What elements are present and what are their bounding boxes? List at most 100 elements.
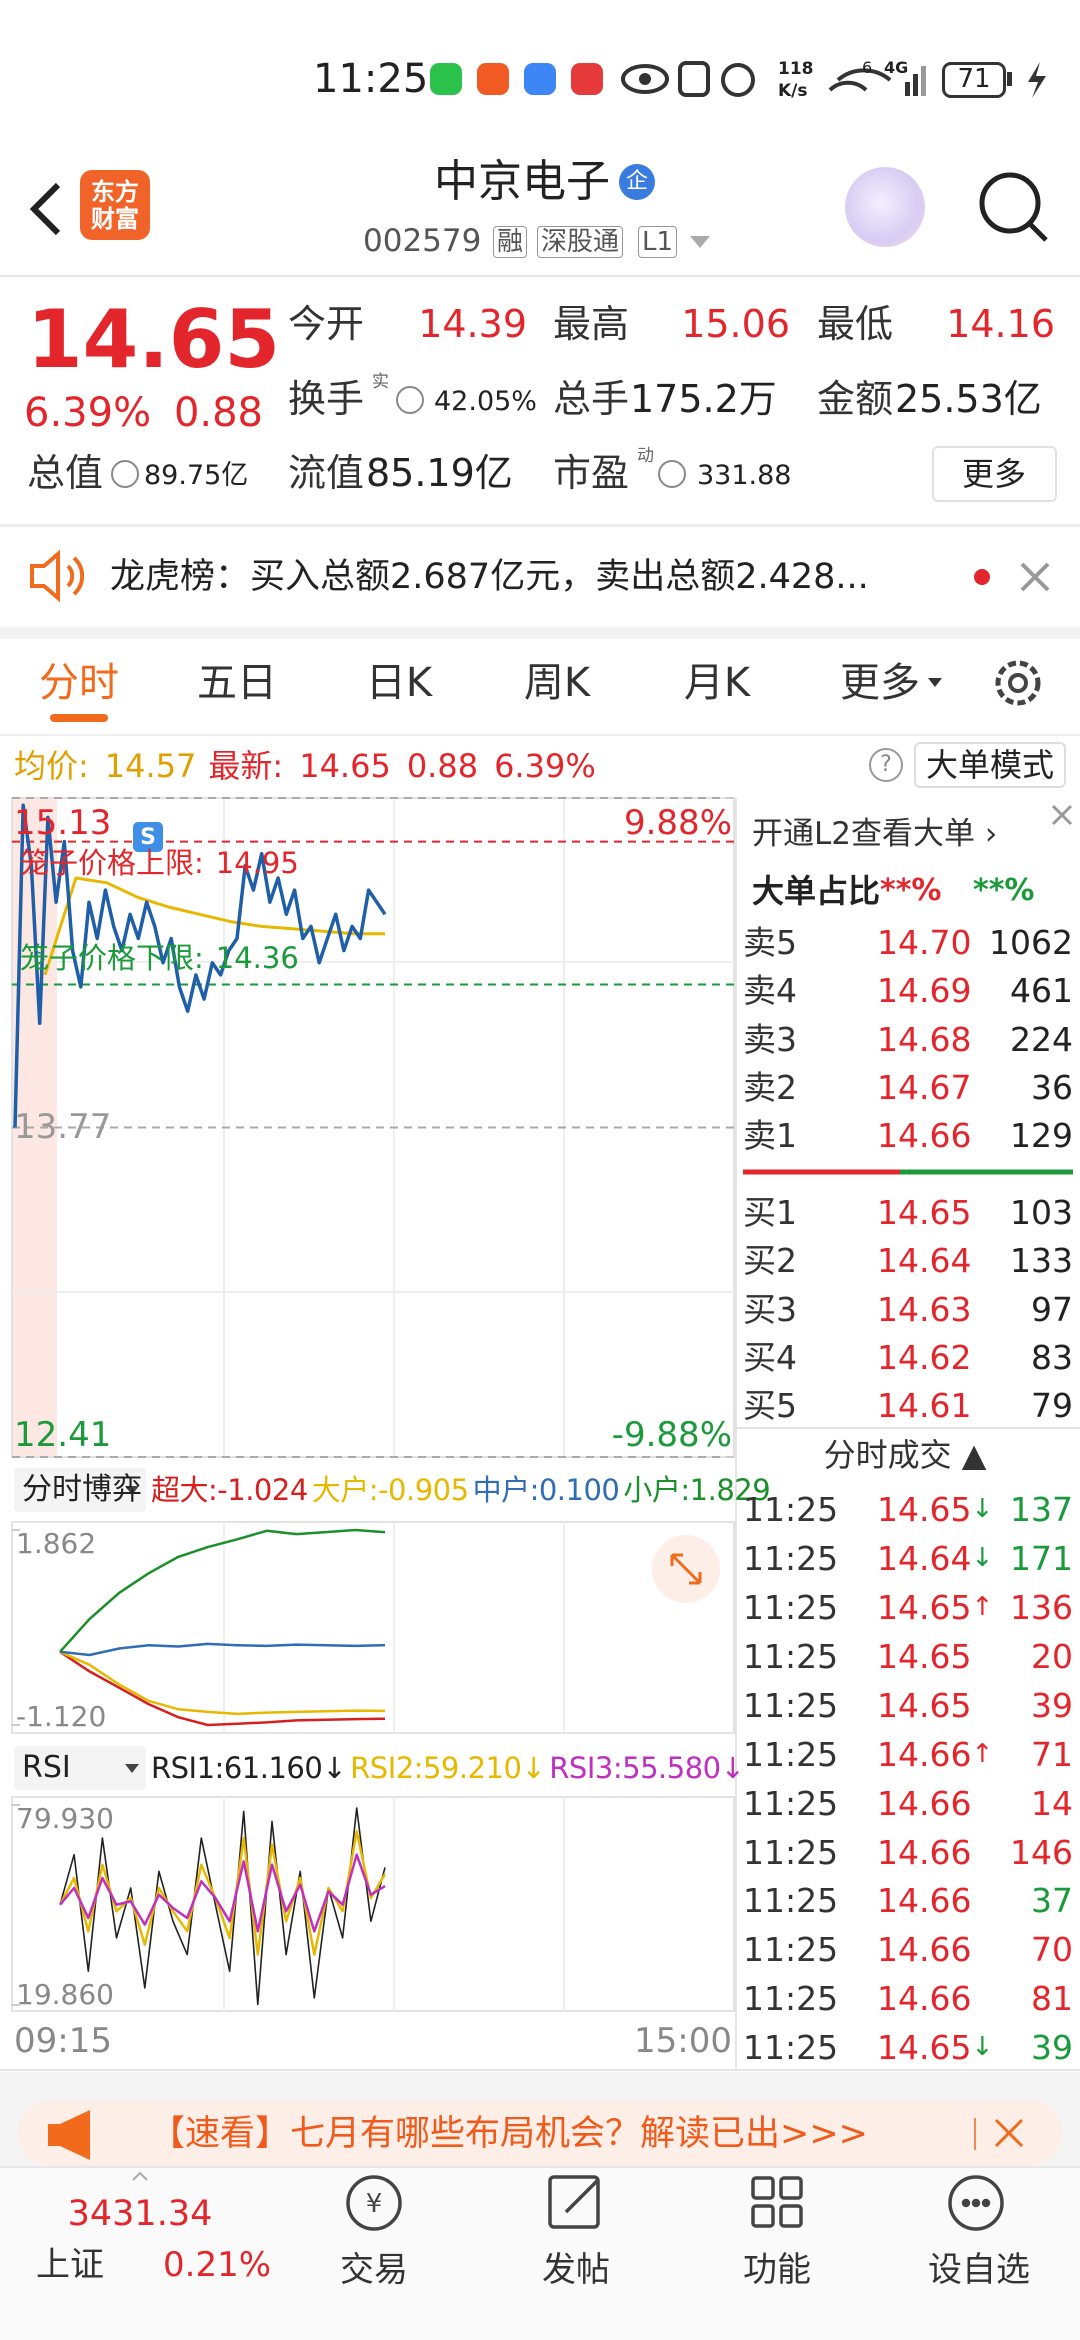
book-price: 14.70	[877, 923, 972, 963]
mode-button-text[interactable]: 大单模式	[925, 745, 1055, 784]
flow-selector[interactable]	[14, 1468, 146, 1512]
l2-link[interactable]: 开通L2查看大单 ›	[752, 816, 998, 853]
trade-volume: 146	[1010, 1832, 1073, 1872]
help-text[interactable]: ?	[880, 751, 892, 777]
y-tick-label: 19.860	[16, 1978, 114, 2012]
legend-trend: ↓	[322, 1750, 347, 1785]
stat-sup: 动	[637, 445, 654, 466]
tab[interactable]: 分时	[39, 660, 119, 706]
trade-price: 14.66	[877, 1881, 972, 1921]
price-limit-label: 笼子价格下限: 14.36	[20, 941, 299, 976]
l2-close[interactable]	[1051, 804, 1073, 826]
indicator-selector[interactable]: RSI	[22, 1750, 71, 1785]
section-divider	[0, 524, 1080, 527]
book-volume: 79	[1031, 1386, 1073, 1425]
stat-label: 流值	[288, 451, 365, 496]
index-change[interactable]: 0.21%	[163, 2244, 272, 2285]
rsi-selector-arrow[interactable]	[125, 1764, 139, 1773]
battery-level: 71	[957, 64, 991, 95]
logo[interactable]	[80, 170, 150, 240]
trade-price-cell: 14.65 ↓	[877, 2028, 993, 2068]
banner-close[interactable]	[994, 2118, 1024, 2148]
trade-volume: 71	[1031, 1734, 1073, 1774]
legend-trend: ↓	[720, 1750, 745, 1785]
book-label: 卖4	[743, 971, 797, 1011]
more-button[interactable]	[932, 446, 1057, 502]
book-label: 卖3	[743, 1019, 797, 1059]
more-button-text[interactable]: 更多	[961, 454, 1027, 493]
banner-text[interactable]: 【速看】七月有哪些布局机会？解读已出>>>	[150, 2114, 868, 2154]
stat-value: 331.88	[697, 459, 792, 491]
notice-text[interactable]: 龙虎榜：买入总额2.687亿元，卖出总额2.428...	[110, 557, 869, 597]
legend-value: 1.829	[689, 1472, 771, 1507]
trades-title[interactable]: 分时成交 ▲	[823, 1435, 987, 1474]
legend-value: 61.160	[223, 1750, 323, 1785]
flow-selector-arrow[interactable]	[125, 1486, 139, 1495]
back-button[interactable]	[29, 182, 61, 236]
legend-name: RSI3:	[549, 1750, 623, 1785]
search-button[interactable]	[979, 172, 1048, 242]
index-value[interactable]: 3431.34	[67, 2194, 213, 2234]
stat-value: 14.16	[946, 302, 1055, 347]
time-axis-start: 09:15	[14, 2020, 112, 2061]
series-line	[59, 1807, 386, 2006]
expand-icon[interactable]	[670, 1553, 702, 1585]
ratio-value: **%	[973, 873, 1035, 908]
series-line	[59, 1650, 386, 1716]
legend-name: 中户:	[472, 1472, 540, 1507]
y-tick-label: 1.862	[16, 1527, 97, 1561]
section-gap	[0, 627, 1080, 639]
trade-volume: 39	[1031, 1685, 1073, 1725]
rsi-selector[interactable]	[14, 1746, 146, 1790]
stat-value: 175.2万	[630, 377, 777, 422]
book-price: 14.62	[877, 1337, 972, 1377]
trade-time: 11:25	[743, 1588, 839, 1627]
tab[interactable]: 月K	[683, 660, 751, 706]
tab[interactable]: 周K	[523, 660, 591, 706]
trade-time: 11:25	[743, 1685, 839, 1725]
banner-pill[interactable]	[18, 2100, 1062, 2166]
price-limit-text: 笼子价格上限:	[20, 846, 204, 881]
y2-tick-label: 9.88%	[623, 802, 732, 843]
trade-arrow: ↓	[971, 1543, 994, 1574]
change-pct: 6.39%	[24, 390, 152, 436]
help-icon[interactable]	[869, 748, 903, 782]
indicator-selector[interactable]: 分时博弈	[22, 1472, 142, 1507]
legend-value: -1.024	[217, 1472, 308, 1507]
tab[interactable]: 更多	[840, 660, 920, 706]
trade-price-cell: 14.64 ↓	[877, 1539, 993, 1579]
stock-title: 中京电子	[434, 155, 610, 207]
book-price: 14.67	[877, 1067, 972, 1107]
notice-close[interactable]	[1020, 562, 1050, 592]
tab-more-arrow[interactable]	[928, 678, 942, 687]
book-volume: 129	[1010, 1116, 1073, 1155]
trade-arrow: ↑	[971, 1738, 994, 1769]
trade-arrow: ↓	[971, 2032, 994, 2063]
trade-price-cell: 14.65 ↑	[877, 1588, 993, 1628]
series-line	[13, 803, 387, 1128]
stat-info-icons	[111, 386, 686, 488]
y2-tick-label: -9.88%	[611, 1414, 732, 1455]
legend-value: -0.905	[378, 1472, 469, 1507]
tab[interactable]: 五日	[197, 660, 277, 706]
nav-item[interactable]: 发帖	[542, 2249, 610, 2290]
tab[interactable]: 日K	[365, 660, 433, 706]
nav-item[interactable]: 功能	[743, 2249, 811, 2290]
avg-price: 14.57	[104, 746, 197, 785]
nav-item[interactable]: 交易	[340, 2249, 408, 2290]
settings-button[interactable]	[995, 660, 1041, 706]
trade-price: 14.66	[877, 1734, 972, 1774]
avatar[interactable]	[845, 167, 925, 247]
avg-label: 均价:	[14, 746, 89, 785]
book-volume: 97	[1031, 1289, 1073, 1329]
marker-text: S	[140, 824, 156, 850]
stat-label: 金额	[817, 377, 894, 422]
nav-item[interactable]: 设自选	[928, 2249, 1030, 2290]
index-name[interactable]: 上证	[36, 2244, 104, 2285]
tag-dropdown[interactable]	[690, 236, 710, 248]
indicator-legend: 超大: -1.024 大户: -0.905 中户: 0.100 小户: 1.829	[151, 1472, 771, 1508]
trade-price: 14.65	[877, 1685, 972, 1725]
latest-pct: 6.39%	[494, 746, 596, 785]
latest-label: 最新:	[208, 746, 284, 785]
mode-button[interactable]	[914, 742, 1066, 788]
